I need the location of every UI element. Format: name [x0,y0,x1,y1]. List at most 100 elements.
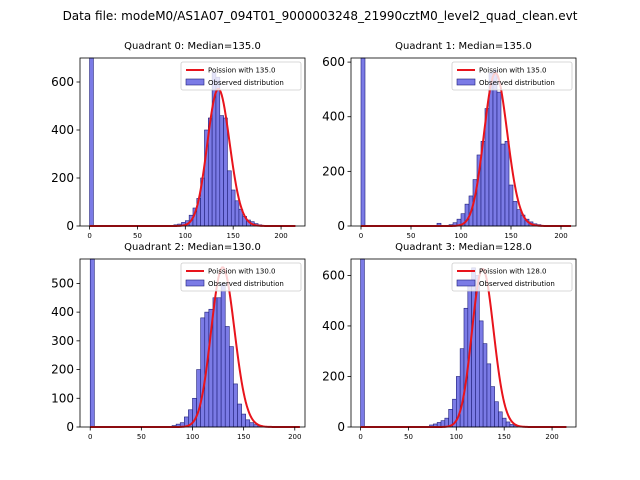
histogram-bar [496,91,502,227]
y-tick-label: 400 [322,110,345,124]
legend-bar-label: Observed distribution [479,79,555,87]
histogram-bar [501,417,507,428]
y-tick-label: 0 [337,420,345,434]
histogram-bar [227,170,232,227]
y-tick-label: 0 [66,420,74,434]
y-tick-label: 200 [322,164,345,178]
y-tick-label: 500 [51,276,74,290]
histogram-bar [215,76,221,227]
x-tick-label: 100 [454,232,467,240]
legend-bar-swatch [456,279,476,287]
x-tick-label: 50 [133,232,142,240]
legend: Poission with 130.0 Observed distribution [180,262,302,292]
figure-title: Data file: modeM0/AS1A07_094T01_90000032… [63,9,578,23]
histogram-bar [504,141,510,227]
histogram-bar [89,57,94,227]
x-tick-label: 0 [358,433,362,441]
histogram-bar [486,363,492,428]
axes-frame [350,57,577,227]
x-tick-label: 200 [288,433,301,441]
histogram-bar [234,200,240,227]
histogram-bar [229,346,234,428]
histogram-bar [249,422,255,428]
y-tick-label: 0 [66,219,74,233]
x-tick-label: 150 [227,232,240,240]
histogram-bar [245,419,251,428]
x-tick-label: 0 [359,232,363,240]
x-tick-label: 100 [186,433,199,441]
histogram-bar [220,283,226,428]
histogram-bar [360,258,365,428]
legend-bar-label: Observed distribution [208,79,284,87]
subplot-1: Quadrant 1: Median=135.0 0 200 400 600 0 50 100… [322,41,577,240]
histogram-bar [492,69,498,227]
histogram-bar [512,201,518,227]
subplot-title: Quadrant 2: Median=130.0 [124,242,261,253]
legend-bar-swatch [456,78,476,86]
subplot-title: Quadrant 3: Median=128.0 [395,242,532,253]
legend: Poission with 128.0 Observed distribution [451,262,573,292]
x-tick-label: 200 [545,433,558,441]
legend: Poission with 135.0 Observed distribution [451,61,573,91]
y-tick-label: 100 [51,391,74,405]
histogram-bar [241,413,246,428]
histogram-bar [223,117,228,227]
legend-bar-swatch [185,78,205,86]
legend-bar-swatch [185,279,205,287]
histogram-bar [498,411,503,428]
subplot-0: Quadrant 0: Median=135.0 0 200 400 600 0 50 100… [51,41,306,240]
histogram-bar [230,189,236,227]
y-tick-label: 200 [51,363,74,377]
legend-curve-label: Poission with 128.0 [479,268,547,276]
legend-box [180,61,302,91]
legend-curve-label: Poission with 135.0 [208,67,276,75]
x-tick-label: 150 [237,433,250,441]
histogram-bar [237,403,242,428]
y-tick-label: 600 [322,268,345,282]
x-tick-label: 0 [88,433,92,441]
histogram-bar [508,184,514,227]
histogram-bar [471,267,476,428]
x-tick-label: 150 [504,232,517,240]
histogram-bar [219,115,224,227]
y-tick-label: 300 [51,334,74,348]
legend: Poission with 135.0 Observed distribution [180,61,302,91]
axes-frame [79,57,306,227]
histogram-bar [459,348,465,428]
legend-curve-label: Poission with 130.0 [208,268,276,276]
histogram-bar [89,258,95,428]
y-tick-label: 600 [322,55,345,69]
y-tick-label: 200 [51,171,74,185]
y-tick-label: 400 [322,319,345,333]
poisson-curve [361,72,571,227]
histogram-bar [505,421,511,428]
histogram-bar [224,326,230,428]
legend-bar-label: Observed distribution [208,280,284,288]
x-tick-label: 50 [407,232,416,240]
histogram-bar [516,209,522,227]
legend-box [451,262,573,292]
subplot-2: Quadrant 2: Median=130.00100200300400500… [51,242,306,441]
x-tick-label: 150 [498,433,511,441]
y-tick-label: 400 [51,305,74,319]
axes-frame [350,258,577,428]
x-tick-label: 50 [137,433,146,441]
histogram-bar [494,401,499,428]
x-tick-label: 50 [404,433,413,441]
x-tick-label: 100 [179,232,192,240]
legend-bar-label: Observed distribution [479,280,555,288]
histogram-bar [478,320,484,428]
subplot-title: Quadrant 0: Median=135.0 [124,41,261,52]
subplot-title: Quadrant 1: Median=135.0 [395,41,532,52]
y-tick-label: 600 [51,75,74,89]
poisson-curve [89,88,296,227]
legend-box [180,262,302,292]
histogram-bar [233,383,238,428]
histogram-bar [500,143,506,227]
histogram-bar [196,369,201,428]
histogram-bar [360,57,366,227]
histogram-bar [482,343,488,428]
x-tick-label: 0 [87,232,91,240]
histogram-bar [216,297,222,428]
